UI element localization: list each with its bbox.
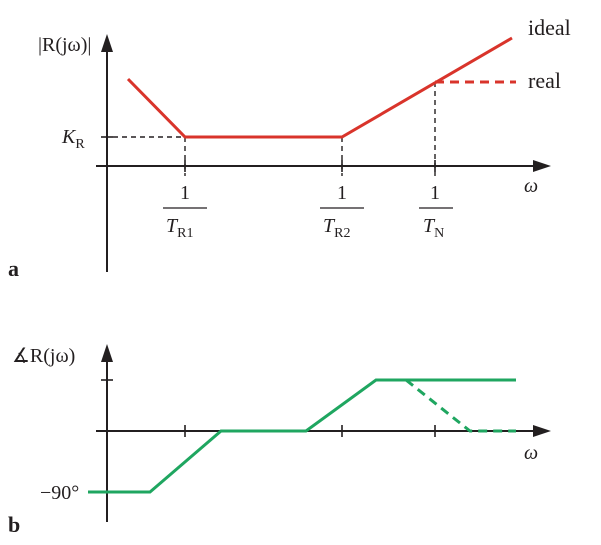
panel-b-y-arrow-icon: [101, 344, 113, 362]
tick-label-tr1-numerator: 1: [180, 182, 190, 204]
panel-a-y-axis-label: |R(jω)|: [38, 34, 91, 56]
panel-b-minus90-label: −90°: [40, 482, 79, 504]
tick-label-tr1-denominator: TR1: [166, 215, 193, 241]
panel-b-x-arrow-icon: [533, 425, 551, 437]
legend-ideal-label: ideal: [528, 15, 571, 40]
phase-ideal-curve: [88, 378, 516, 494]
tick-label-tn: 1 TN: [419, 182, 453, 241]
magnitude-ideal-curve: [126, 36, 513, 139]
panel-a-x-arrow-icon: [533, 160, 551, 172]
panel-a: |R(jω)| KR ideal real ω 1 TR1 1 TR2 1 TN…: [8, 15, 571, 281]
panel-a-label: a: [8, 256, 19, 281]
tick-label-tr2: 1 TR2: [320, 182, 364, 241]
kr-sub: R: [75, 137, 85, 152]
tick-label-tr2-numerator: 1: [337, 182, 347, 204]
phase-real-curve: [405, 378, 516, 433]
panel-a-x-axis-label: ω: [524, 175, 538, 197]
tick-label-tr2-denominator: TR2: [323, 215, 350, 241]
panel-b-y-axis-label: ∡R(jω): [12, 345, 75, 367]
panel-b: ∡R(jω) ω −90° b: [8, 344, 551, 537]
tick-label-tn-numerator: 1: [430, 182, 440, 204]
tick-label-tr1: 1 TR1: [163, 182, 207, 241]
panel-a-y-arrow-icon: [101, 34, 113, 52]
legend-real-label: real: [528, 68, 561, 93]
panel-a-kr-label: KR: [61, 126, 85, 152]
tick-label-tn-denominator: TN: [423, 215, 444, 241]
kr-main: K: [61, 126, 77, 148]
panel-b-label: b: [8, 512, 20, 537]
panel-b-x-axis-label: ω: [524, 442, 538, 464]
